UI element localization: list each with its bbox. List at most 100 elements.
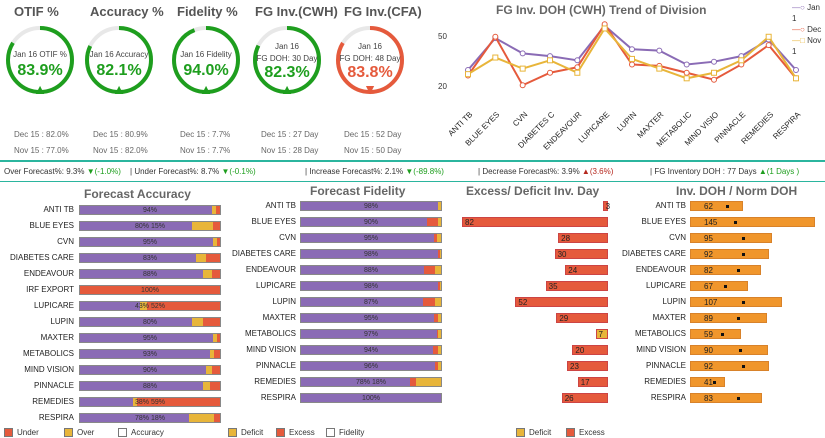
under-segment xyxy=(80,286,220,294)
trend-point xyxy=(492,54,499,61)
fidelity-bar: 94% xyxy=(300,345,442,355)
arrow-up-icon: ▲ xyxy=(199,81,213,97)
accuracy-segment xyxy=(80,350,211,358)
accuracy-row-label: MIND VISION xyxy=(24,365,74,374)
trend-point xyxy=(711,69,717,76)
fidelity-segment xyxy=(301,394,441,402)
doh-value: 67 xyxy=(704,282,713,291)
doh-row-label: LUPICARE xyxy=(645,281,686,290)
accuracy-bar-label: 80% 15% xyxy=(135,223,165,230)
kpi-gauge-3: Jan 16 FG DOH: 30 Day 82.3% ▲ xyxy=(251,24,323,124)
legend-excess-inv: Excess xyxy=(566,428,605,438)
accuracy-bar: 93% xyxy=(79,349,221,359)
gauge-subtitle: Jan 16 Fidelity xyxy=(180,50,232,59)
excess-deficit-bar xyxy=(602,201,608,211)
over-segment xyxy=(192,222,213,230)
trend-point xyxy=(711,76,717,83)
deficit-segment xyxy=(438,346,441,354)
deficit-segment xyxy=(438,202,441,210)
excess-deficit-value: 30 xyxy=(557,250,567,259)
kpi-title-accuracy: Accuracy % xyxy=(90,4,164,19)
accuracy-segment xyxy=(80,414,190,422)
excess-segment xyxy=(410,378,416,386)
doh-bar xyxy=(690,377,726,387)
accuracy-bar-label: 95% xyxy=(142,335,157,342)
doh-row-label: DIABETES CARE xyxy=(621,249,686,258)
accuracy-segment xyxy=(80,206,212,214)
accuracy-bar-label: 78% 18% xyxy=(135,415,165,422)
under-segment xyxy=(214,414,220,422)
doh-row-label: LUPIN xyxy=(662,297,686,306)
over-segment xyxy=(189,414,215,422)
doh-bar xyxy=(690,393,762,403)
excess-deficit-bar xyxy=(595,329,608,339)
doh-row-label: METABOLICS xyxy=(635,329,686,338)
under-segment xyxy=(217,238,220,246)
accuracy-segment xyxy=(80,270,204,278)
gauge-value: 83.8% xyxy=(347,64,393,81)
trend-point xyxy=(629,46,635,53)
under-segment xyxy=(213,222,220,230)
accuracy-row-label: METABOLICS xyxy=(23,349,74,358)
trend-point xyxy=(629,55,635,62)
doh-row-label: MAXTER xyxy=(652,313,686,322)
deficit-segment xyxy=(438,362,441,370)
gauge-subtitle: Jan 16 xyxy=(357,42,383,51)
excess-deficit-value: 7 xyxy=(598,330,603,339)
kpi-gauge-2: Jan 16 Fidelity 94.0% ▲ xyxy=(170,24,242,124)
excess-segment xyxy=(434,314,439,322)
fidelity-row-label: BLUE EYES xyxy=(251,217,296,226)
fidelity-bar-label: 100% xyxy=(362,395,380,402)
trend-point xyxy=(519,82,526,89)
increase-forecast: | Increase Forecast%: 2.1% ▼(-89.8%) xyxy=(305,167,444,176)
norm-doh-marker xyxy=(721,333,725,336)
norm-doh-marker xyxy=(741,253,745,256)
fidelity-segment xyxy=(301,250,439,258)
doh-value: 95 xyxy=(704,234,713,243)
excess-deficit-bar xyxy=(577,377,608,387)
kpi-gauge-4: Jan 16 FG DOH: 48 Day 83.8% ▼ xyxy=(334,24,406,124)
fidelity-bar-label: 90% xyxy=(363,219,378,226)
arrow-down-icon: ▼ xyxy=(363,81,377,97)
doh-bar xyxy=(690,233,772,243)
legend-accuracy: Accuracy xyxy=(118,428,164,438)
fidelity-segment xyxy=(301,218,427,226)
doh-bar xyxy=(690,297,783,307)
excess-deficit-value: 82 xyxy=(465,218,474,227)
kpi-title-fg-inv-cwh: FG Inv.(CWH) xyxy=(255,4,338,19)
doh-value: 82 xyxy=(704,266,713,275)
trend-y-tick-20: 20 xyxy=(438,82,447,91)
fidelity-row-label: LUPIN xyxy=(272,297,296,306)
accuracy-row-label: CVN xyxy=(57,237,74,246)
accuracy-bar: 88% xyxy=(79,269,221,279)
accuracy-segment xyxy=(80,302,141,310)
fidelity-bar-label: 95% xyxy=(363,315,378,322)
norm-doh-marker xyxy=(739,349,743,352)
excess-segment xyxy=(424,266,436,274)
fidelity-bar: 88% xyxy=(300,265,442,275)
fidelity-bar-label: 95% xyxy=(363,235,378,242)
kpi-title-otif: OTIF % xyxy=(14,4,59,19)
under-segment xyxy=(211,270,220,278)
excess-deficit-bar xyxy=(561,393,608,403)
gauge-history-nov: Nov 15 : 7.7% xyxy=(180,146,231,155)
deficit-segment xyxy=(438,330,441,338)
accuracy-bar-label: 100% xyxy=(141,287,159,294)
excess-deficit-value: 23 xyxy=(570,362,579,371)
doh-bar xyxy=(690,217,815,227)
fidelity-bar: 87% xyxy=(300,297,442,307)
excess-segment xyxy=(438,282,440,290)
legend-deficit-inv: Deficit xyxy=(516,428,551,438)
under-segment xyxy=(214,350,220,358)
trend-line-chart xyxy=(465,21,799,89)
accuracy-bar-label: 90% xyxy=(142,367,157,374)
accuracy-bar-label: 94% xyxy=(142,207,157,214)
fidelity-segment xyxy=(301,378,411,386)
gauge-value: 82.1% xyxy=(96,62,142,79)
deficit-segment xyxy=(438,218,441,226)
legend-deficit: Deficit xyxy=(228,428,263,438)
deficit-segment xyxy=(435,298,441,306)
excess-deficit-value: 3 xyxy=(605,202,611,211)
fidelity-row-label: MAXTER xyxy=(262,313,296,322)
forecast-accuracy-title: Forecast Accuracy xyxy=(84,187,191,201)
